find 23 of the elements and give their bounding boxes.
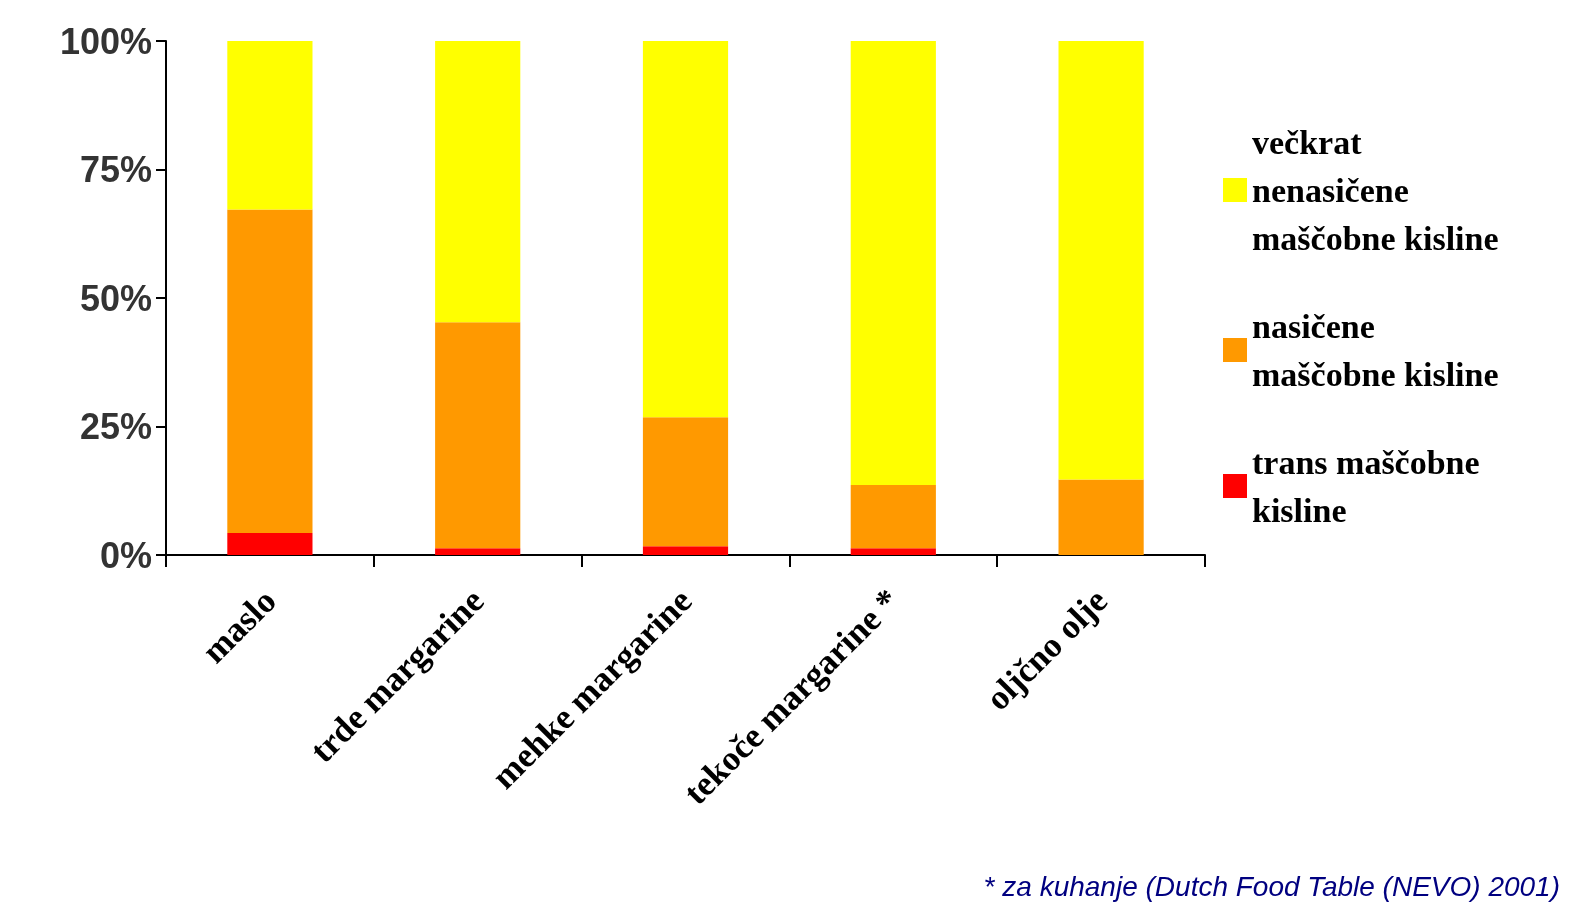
bar <box>227 41 313 210</box>
bar <box>1058 479 1144 555</box>
y-tick-label: 100% <box>59 20 152 62</box>
legend-label: trans maščobne kisline <box>1252 443 1489 529</box>
bar <box>227 209 313 533</box>
y-tick-label: 25% <box>79 406 152 447</box>
bar <box>1058 41 1144 480</box>
bar <box>642 546 729 555</box>
y-tick-label: 75% <box>79 149 152 190</box>
bar <box>850 485 936 549</box>
bar <box>435 41 521 323</box>
bar <box>435 548 521 555</box>
bar <box>850 41 936 486</box>
bar <box>642 41 729 418</box>
bar <box>435 322 521 549</box>
legend-label: večkrat nenasičene maščobne kisline <box>1252 123 1499 257</box>
bar <box>642 417 729 547</box>
bar <box>227 532 313 555</box>
legend-label: nasičene maščobne kisline <box>1252 307 1499 393</box>
y-tick-label: 50% <box>79 277 152 319</box>
bar <box>850 548 936 555</box>
y-tick-label: 0% <box>99 534 152 576</box>
text: * za kuhanje (Dutch Food Table (NEVO) 2001) <box>983 870 1561 902</box>
